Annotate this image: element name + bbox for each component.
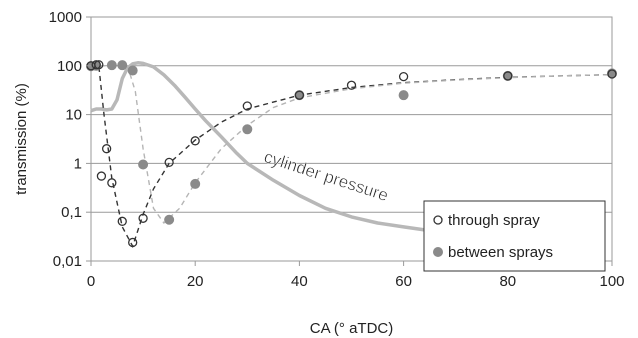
marker-through-spray-2 <box>94 60 104 70</box>
marker-between-sprays-5 <box>138 159 149 170</box>
x-axis-ticks: 0 20 40 60 80 100 <box>87 261 625 290</box>
marker-through-spray-13 <box>346 80 357 90</box>
x-tick-label-0: 0 <box>87 273 95 290</box>
x-tick-label-4: 80 <box>499 273 516 290</box>
marker-through-spray-5 <box>107 178 117 188</box>
marker-between-sprays-3 <box>117 60 128 71</box>
legend-label-between-sprays: between sprays <box>448 244 553 261</box>
x-tick-label-1: 20 <box>187 273 204 290</box>
marker-through-spray-12 <box>294 90 305 100</box>
marker-between-sprays-2 <box>106 60 117 71</box>
x-tick-label-3: 60 <box>395 273 412 290</box>
fit-line-through-spray <box>91 65 613 249</box>
x-axis-title: CA (° aTDC) <box>310 320 394 337</box>
data-markers <box>86 60 617 248</box>
y-tick-label-2: 1 <box>74 155 82 172</box>
marker-through-spray-15 <box>503 71 513 81</box>
marker-through-spray-10 <box>190 136 200 146</box>
marker-through-spray-7 <box>128 237 138 248</box>
legend-marker-through-spray <box>433 215 443 225</box>
marker-through-spray-11 <box>242 101 252 111</box>
marker-between-sprays-8 <box>242 124 253 135</box>
marker-through-spray-16 <box>607 69 617 79</box>
y-tick-label-1: 0,1 <box>61 204 82 221</box>
marker-through-spray-14 <box>398 71 409 82</box>
marker-through-spray-4 <box>101 144 112 154</box>
marker-through-spray-9 <box>164 157 174 168</box>
y-tick-label-0: 0,01 <box>53 253 82 270</box>
y-axis-title: transmission (%) <box>13 83 30 195</box>
cylinder-pressure-curve <box>90 61 456 236</box>
legend-label-through-spray: through spray <box>448 212 540 229</box>
x-tick-label-5: 100 <box>599 273 624 290</box>
marker-through-spray-6 <box>117 216 127 226</box>
marker-through-spray-1 <box>91 60 101 70</box>
marker-between-sprays-4 <box>127 65 138 76</box>
plot-area-frame <box>90 16 613 262</box>
y-tick-label-4: 100 <box>57 58 82 75</box>
cylinder-pressure-label: cylinder pressure <box>262 147 391 205</box>
legend-marker-between-sprays <box>433 247 443 257</box>
marker-between-sprays-7 <box>190 178 201 189</box>
marker-between-sprays-6 <box>164 214 175 225</box>
y-tick-label-5: 1000 <box>49 9 82 26</box>
y-tick-label-3: 10 <box>65 107 82 124</box>
legend: through spray between sprays <box>423 200 606 272</box>
fit-lines <box>91 65 613 249</box>
cylinder-pressure-layer <box>90 61 456 236</box>
x-tick-label-2: 40 <box>291 273 308 290</box>
fit-line-between-sprays <box>91 65 613 225</box>
legend-box <box>423 200 606 272</box>
y-axis-ticks: 0,01 0,1 1 10 100 1000 <box>49 9 91 270</box>
marker-between-sprays-10 <box>398 90 409 101</box>
marker-through-spray-8 <box>138 213 148 223</box>
marker-through-spray-3 <box>96 171 107 181</box>
